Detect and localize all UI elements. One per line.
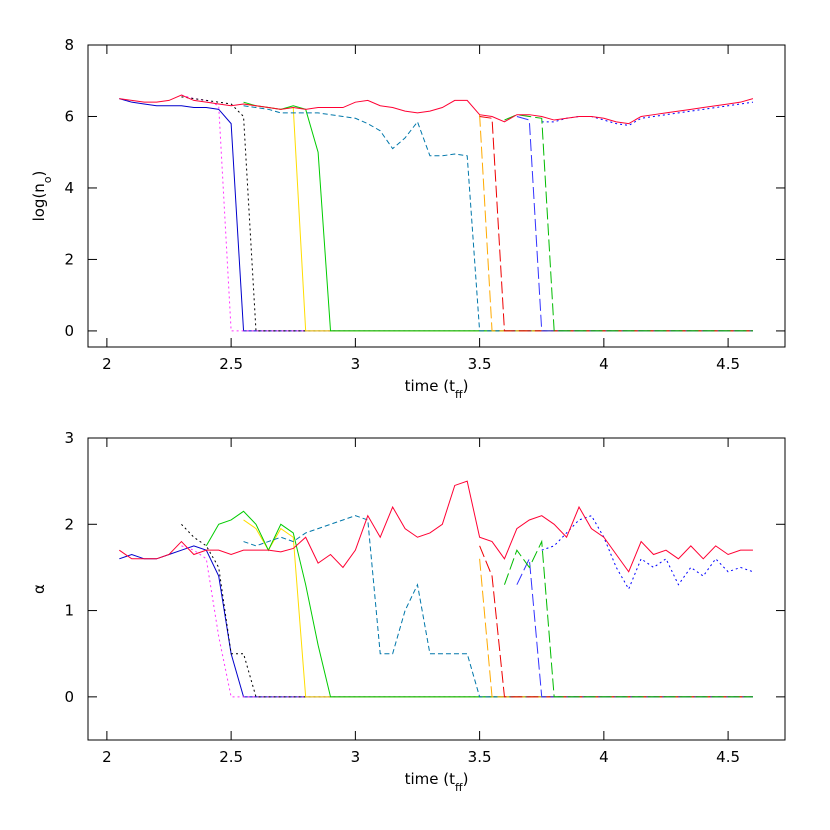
series-line bbox=[541, 515, 754, 591]
x-tick-label: 3.5 bbox=[468, 355, 492, 373]
y-axis-label-part: o bbox=[41, 176, 54, 183]
x-tick-label: 2 bbox=[102, 355, 112, 373]
series-line bbox=[503, 539, 753, 698]
y-axis-label: α bbox=[30, 584, 48, 594]
y-tick-label: 0 bbox=[64, 322, 74, 340]
series-line bbox=[479, 114, 753, 332]
y-axis-label-part: log(n bbox=[30, 183, 48, 221]
x-tick-label: 3 bbox=[351, 748, 361, 766]
x-axis-label: time (tff) bbox=[405, 770, 469, 794]
x-tick-label: 4 bbox=[599, 355, 609, 373]
y-tick-label: 3 bbox=[64, 429, 74, 447]
x-tick-label: 2.5 bbox=[219, 355, 243, 373]
x-axis-label-part: ff bbox=[455, 781, 463, 794]
series-line bbox=[181, 545, 753, 698]
series-line bbox=[541, 101, 754, 126]
plot-frame bbox=[87, 44, 786, 348]
series-line bbox=[479, 115, 753, 332]
y-tick-label: 8 bbox=[64, 36, 74, 54]
series-line bbox=[119, 94, 754, 125]
series-line bbox=[205, 510, 753, 698]
series-line bbox=[243, 105, 753, 332]
y-tick-label: 2 bbox=[64, 250, 74, 268]
series-line bbox=[504, 114, 753, 332]
series-line bbox=[243, 103, 753, 332]
y-tick-label: 4 bbox=[64, 179, 74, 197]
y-axis-label-part: α bbox=[30, 584, 48, 594]
x-tick-label: 2 bbox=[102, 748, 112, 766]
x-tick-label: 4.5 bbox=[716, 355, 740, 373]
x-tick-label: 3 bbox=[351, 355, 361, 373]
x-axis-label-part: ) bbox=[463, 770, 469, 788]
x-tick-label: 2.5 bbox=[219, 748, 243, 766]
series-line bbox=[119, 480, 753, 573]
series-line bbox=[243, 515, 753, 698]
x-tick-label: 3.5 bbox=[468, 748, 492, 766]
x-tick-label: 4.5 bbox=[716, 748, 740, 766]
plot-frame bbox=[87, 437, 786, 741]
series-line bbox=[479, 545, 753, 698]
series-line bbox=[181, 96, 753, 332]
x-axis-label-part: ) bbox=[463, 377, 469, 395]
x-axis-label-part: time (t bbox=[405, 770, 456, 788]
series-line bbox=[516, 556, 753, 698]
series-line bbox=[243, 101, 753, 332]
y-tick-label: 2 bbox=[64, 515, 74, 533]
y-axis-label-part: ) bbox=[30, 171, 48, 177]
series-line bbox=[181, 94, 753, 332]
y-tick-label: 6 bbox=[64, 107, 74, 125]
x-axis-label-part: ff bbox=[455, 388, 463, 401]
series-line bbox=[243, 519, 753, 698]
series-line bbox=[119, 98, 753, 332]
x-tick-label: 4 bbox=[599, 748, 609, 766]
y-tick-label: 0 bbox=[64, 688, 74, 706]
y-tick-label: 1 bbox=[64, 602, 74, 620]
series-line bbox=[479, 558, 753, 698]
x-axis-label-part: time (t bbox=[405, 377, 456, 395]
series-line bbox=[119, 545, 753, 698]
y-axis-label: log(no) bbox=[30, 171, 54, 222]
x-axis-label: time (tff) bbox=[405, 377, 469, 401]
